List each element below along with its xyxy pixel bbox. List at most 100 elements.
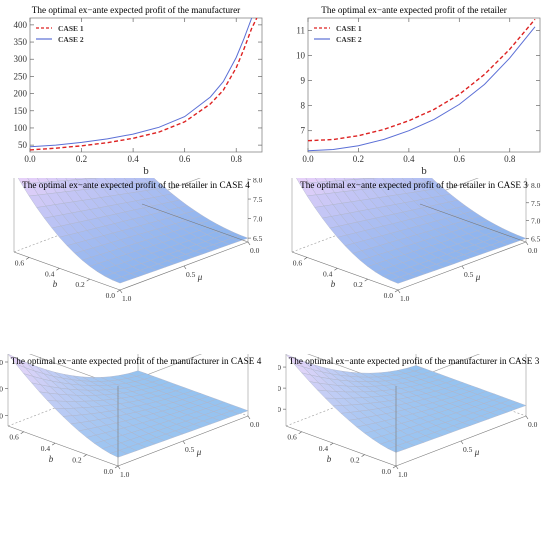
b-tick [117, 290, 120, 292]
z-tick-label: 7.0 [253, 215, 263, 224]
y-tick-label: 100 [14, 123, 28, 133]
chart-retailer-profit: The optimal ex−ante expected profit of t… [278, 0, 550, 175]
mu-tick-label: 0.5 [185, 445, 195, 454]
series-line-2 [308, 27, 535, 151]
mu-tick-label: 1.0 [122, 294, 132, 303]
b-tick [334, 268, 337, 270]
z-tick-label: 7.5 [253, 195, 263, 204]
mu-tick [396, 466, 398, 469]
y-tick-label: 9 [301, 76, 306, 86]
chart-title: The optimal ex−ante expected profit of t… [0, 180, 272, 190]
surface-retailer-case4: The optimal ex−ante expected profit of t… [0, 178, 272, 356]
b-tick-label: 0.6 [293, 258, 303, 267]
z-tick-label: 40 [278, 384, 281, 393]
y-tick-label: 50 [18, 140, 28, 150]
b-axis-label: b [49, 454, 54, 464]
surface-plot: 0.00.20.40.6b0.00.51.0μ304050 [278, 354, 550, 534]
y-tick-label: 8 [301, 101, 306, 111]
mu-axis-label: μ [474, 447, 480, 457]
b-axis-label: b [53, 279, 58, 289]
x-tick-label: 0.2 [76, 154, 87, 164]
x-tick-label: 0.2 [353, 154, 364, 164]
mu-tick [183, 441, 185, 444]
z-tick-label: 6.5 [531, 234, 541, 243]
x-tick-label: 0.8 [504, 154, 516, 164]
mu-tick-label: 0.0 [528, 420, 538, 429]
mu-tick-label: 0.5 [186, 270, 196, 279]
y-tick-label: 300 [14, 54, 28, 64]
b-axis-label: b [327, 454, 332, 464]
b-axis-label: b [331, 279, 336, 289]
x-tick-label: 0.0 [24, 154, 36, 164]
z-tick-label: 6.5 [253, 234, 263, 243]
mu-tick [248, 416, 250, 419]
b-tick-label: 0.6 [15, 258, 25, 267]
b-tick-label: 0.0 [106, 291, 116, 300]
z-tick-label: 7.5 [531, 199, 541, 208]
mu-tick-label: 1.0 [120, 470, 130, 479]
x-tick-label: 0.6 [179, 154, 191, 164]
b-tick [365, 279, 368, 281]
mu-axis-label: μ [475, 272, 481, 282]
mu-tick [462, 266, 464, 269]
surface-plot: 0.00.20.40.6b0.00.51.0μ6.57.07.58.0 [0, 178, 272, 356]
mu-tick-label: 0.5 [463, 445, 473, 454]
mu-tick [461, 441, 463, 444]
chart-title: The optimal ex−ante expected profit of t… [0, 356, 272, 366]
mu-tick-label: 0.0 [528, 246, 538, 255]
y-tick-label: 250 [14, 71, 28, 81]
z-tick-label: 30 [278, 405, 281, 414]
surface-retailer-case3: The optimal ex−ante expected profit of t… [278, 178, 550, 356]
chart-manufacturer-profit: The optimal ex−ante expected profit of t… [0, 0, 272, 175]
legend-label: CASE 2 [58, 35, 84, 44]
mu-tick [526, 242, 528, 245]
b-tick [26, 257, 29, 259]
mu-tick-label: 0.0 [250, 246, 260, 255]
b-tick-label: 0.2 [72, 456, 82, 465]
b-tick [84, 455, 87, 457]
mu-tick [184, 266, 186, 269]
b-tick [87, 279, 90, 281]
mu-tick-label: 1.0 [400, 294, 410, 303]
b-tick [362, 455, 365, 457]
y-tick-label: 7 [301, 126, 306, 136]
b-tick-label: 0.2 [350, 456, 360, 465]
b-tick-label: 0.6 [9, 433, 19, 442]
b-tick [330, 443, 333, 445]
x-tick-label: 0.4 [403, 154, 415, 164]
x-axis-label: b [421, 165, 427, 175]
legend-label: CASE 1 [336, 24, 362, 33]
legend-label: CASE 1 [58, 24, 84, 33]
b-tick [115, 466, 118, 468]
mu-tick [398, 290, 400, 293]
legend-label: CASE 2 [336, 35, 362, 44]
x-tick-label: 0.4 [127, 154, 139, 164]
x-tick-label: 0.0 [302, 154, 314, 164]
b-tick-label: 0.0 [104, 467, 114, 476]
b-tick [56, 268, 59, 270]
mu-tick-label: 1.0 [398, 470, 408, 479]
surface-manufacturer-case3: The optimal ex−ante expected profit of t… [278, 354, 550, 534]
chart-title: The optimal ex−ante expected profit of t… [278, 180, 550, 190]
b-tick-label: 0.2 [75, 280, 85, 289]
surface-manufacturer-case4: The optimal ex−ante expected profit of t… [0, 354, 272, 534]
x-axis-label: b [143, 165, 149, 175]
b-tick [299, 432, 302, 434]
mu-tick [526, 416, 528, 419]
b-tick-label: 0.4 [319, 444, 329, 453]
y-tick-label: 150 [14, 106, 28, 116]
surface-plot: 0.00.20.40.6b0.00.51.0μ6.57.07.58.08.5 [278, 178, 550, 356]
x-tick-label: 0.8 [231, 154, 243, 164]
y-tick-label: 350 [14, 37, 28, 47]
mu-tick-label: 0.0 [250, 420, 260, 429]
b-tick-label: 0.2 [353, 280, 363, 289]
b-tick-label: 0.4 [45, 269, 55, 278]
b-tick [21, 432, 24, 434]
b-tick [304, 257, 307, 259]
b-tick-label: 0.4 [41, 444, 51, 453]
b-tick-label: 0.6 [287, 433, 297, 442]
b-tick-label: 0.0 [384, 291, 394, 300]
y-tick-label: 10 [296, 51, 306, 61]
z-tick-label: 50 [0, 411, 3, 420]
